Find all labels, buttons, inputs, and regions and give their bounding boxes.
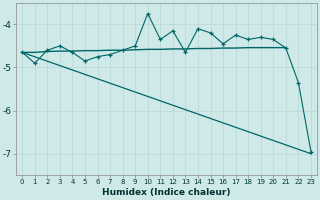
- X-axis label: Humidex (Indice chaleur): Humidex (Indice chaleur): [102, 188, 231, 197]
